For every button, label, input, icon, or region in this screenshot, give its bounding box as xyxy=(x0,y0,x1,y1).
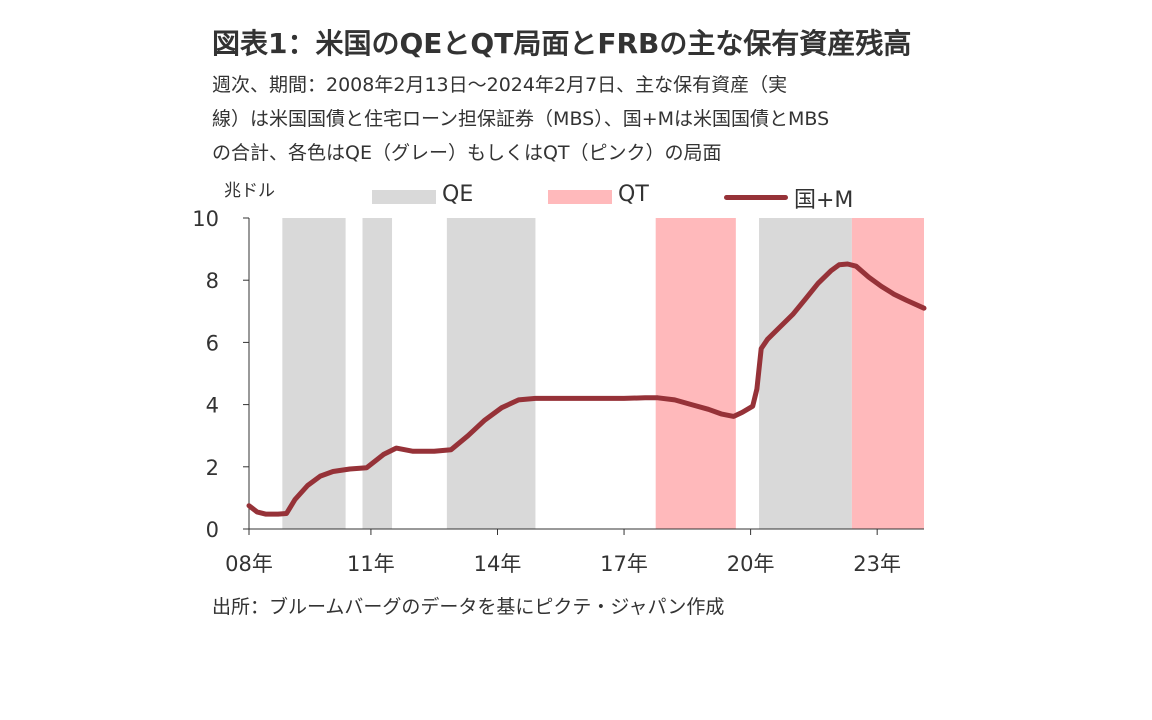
y-tick-label: 10 xyxy=(192,207,219,231)
legend-label-qe: QE xyxy=(442,182,474,207)
tick-labels: 0 2 4 6 8 10 08年 11年 14年 17年 20年 23年 xyxy=(192,207,901,576)
chart-title: 図表1：米国のQEとQT局面とFRBの主な保有資産残高 xyxy=(212,27,912,60)
legend-label-qt: QT xyxy=(618,182,649,207)
subtitle-line: 線）は米国国債と住宅ローン担保証券（MBS）、国+Mは米国国債とMBS xyxy=(212,108,830,130)
legend-label-line: 国+M xyxy=(794,188,854,213)
x-tick-label: 11年 xyxy=(347,552,395,576)
qt-region xyxy=(851,218,924,529)
qe-region xyxy=(362,218,393,529)
qe-region xyxy=(446,218,536,529)
y-tick-label: 4 xyxy=(206,394,219,418)
x-tick-label: 20年 xyxy=(727,552,775,576)
legend-swatch-qt xyxy=(548,190,612,204)
y-tick-label: 0 xyxy=(206,518,219,542)
subtitle-line: の合計、各色はQE（グレー）もしくはQT（ピンク）の局面 xyxy=(212,142,722,164)
x-tick-label: 23年 xyxy=(853,552,901,576)
series-line xyxy=(246,261,927,517)
x-tick-label: 08年 xyxy=(225,552,273,576)
shaded-regions xyxy=(282,218,924,529)
y-tick-label: 2 xyxy=(206,456,219,480)
axes xyxy=(243,217,924,535)
qe-region xyxy=(282,218,346,529)
legend-swatch-qe xyxy=(372,190,436,204)
y-tick-label: 6 xyxy=(206,331,219,355)
x-tick-label: 17年 xyxy=(600,552,648,576)
y-unit-label: 兆ドル xyxy=(224,181,275,201)
source-note: 出所：ブルームバーグのデータを基にピクテ・ジャパン作成 xyxy=(212,596,725,618)
x-tick-label: 14年 xyxy=(474,552,522,576)
subtitle-line: 週次、期間：2008年2月13日～2024年2月7日、主な保有資産（実 xyxy=(212,74,788,96)
legend-swatch-line xyxy=(724,195,788,200)
qt-region xyxy=(655,218,736,529)
chart-subtitle: 週次、期間：2008年2月13日～2024年2月7日、主な保有資産（実 線）は米… xyxy=(212,68,932,170)
series-group xyxy=(246,261,927,517)
y-tick-label: 8 xyxy=(206,269,219,293)
